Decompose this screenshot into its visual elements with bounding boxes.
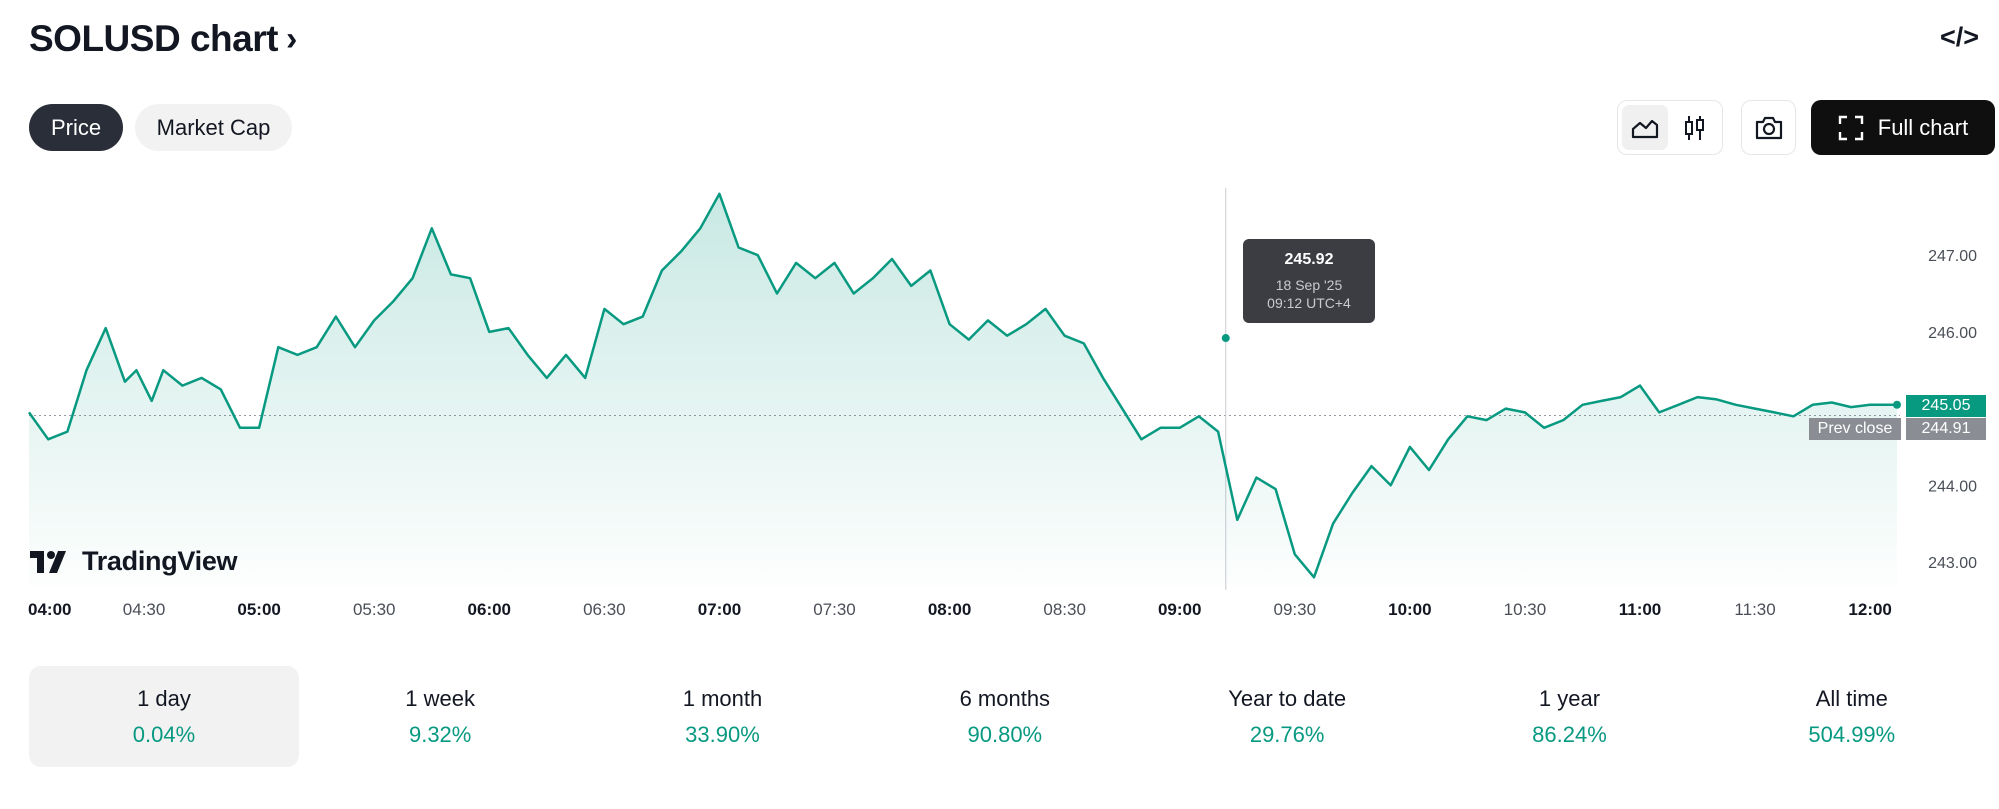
x-tick-label: 11:00 [1619, 600, 1662, 619]
period-change: 29.76% [1249, 721, 1325, 747]
period-tab-1-year[interactable]: 1 year 86.24% [1428, 666, 1710, 767]
period-tab-1-week[interactable]: 1 week 9.32% [299, 666, 581, 767]
period-change: 33.90% [685, 721, 760, 747]
period-label: 6 months [959, 685, 1051, 711]
chart-style-switch [1617, 100, 1723, 155]
x-tick-label: 08:30 [1043, 600, 1086, 619]
area-chart-icon[interactable] [1622, 105, 1668, 150]
period-change: 504.99% [1808, 721, 1896, 747]
period-label: Year to date [1228, 685, 1347, 711]
x-tick-label: 06:00 [468, 600, 511, 619]
crosshair-dot [1221, 334, 1230, 343]
x-tick-label: 04:00 [28, 600, 71, 619]
period-tab-1-day[interactable]: 1 day 0.04% [29, 666, 299, 767]
y-tick-label: 243.00 [1928, 555, 1977, 572]
x-tick-label: 12:00 [1848, 600, 1891, 619]
x-tick-label: 11:30 [1734, 600, 1775, 619]
period-change: 9.32% [408, 721, 472, 747]
period-change: 86.24% [1532, 721, 1607, 747]
x-tick-label: 09:30 [1274, 600, 1317, 619]
price-toggle[interactable]: Price [29, 104, 123, 151]
x-axis: 04:00 04:30 05:00 05:30 06:00 06:30 07:00 07:30… [28, 600, 1892, 619]
x-tick-label: 07:30 [813, 600, 856, 619]
tooltip-date: 18 Sep '25 [1275, 277, 1343, 293]
y-tick-label: 244.00 [1928, 478, 1977, 495]
x-tick-label: 08:00 [928, 600, 971, 619]
period-label: All time [1815, 685, 1888, 711]
price-area-fill [29, 193, 1897, 586]
chevron-right-icon: › [285, 19, 297, 58]
x-tick-label: 09:00 [1158, 600, 1201, 619]
period-change: 0.04% [132, 721, 196, 747]
tooltip-value: 245.92 [1284, 251, 1334, 268]
period-label: 1 year [1538, 685, 1601, 711]
candlestick-icon[interactable] [1672, 105, 1718, 150]
full-chart-label: Full chart [1877, 114, 1969, 140]
y-tick-label: 247.00 [1928, 248, 1977, 265]
period-label: 1 week [405, 685, 476, 711]
x-tick-label: 05:30 [353, 600, 396, 619]
full-chart-button[interactable]: Full chart [1811, 100, 1995, 155]
camera-icon[interactable] [1741, 100, 1796, 155]
last-price-dot [1893, 400, 1901, 409]
period-tab-1-month[interactable]: 1 month 33.90% [581, 666, 863, 767]
prev-close-tag: 244.91 [1906, 418, 1986, 440]
period-tabs: 1 day 0.04% 1 week 9.32% 1 month 33.90% … [29, 666, 1993, 767]
tooltip-time: 09:12 UTC+4 [1267, 295, 1351, 311]
x-tick-label: 05:00 [237, 600, 280, 619]
price-series-line [27, 192, 1897, 579]
chart-title-link[interactable]: SOLUSD chart › [29, 18, 297, 60]
market-cap-toggle[interactable]: Market Cap [135, 104, 292, 151]
crosshair-tooltip: 245.92 18 Sep '25 09:12 UTC+4 [1243, 239, 1375, 323]
logo-text: TradingView [82, 546, 238, 576]
fullscreen-icon [1838, 115, 1863, 140]
code-icon[interactable]: </> [1939, 22, 1979, 52]
x-tick-label: 10:00 [1388, 600, 1431, 619]
period-change: 90.80% [967, 721, 1043, 747]
x-tick-label: 10:30 [1504, 600, 1547, 619]
x-tick-label: 06:30 [583, 600, 626, 619]
period-tab-6-months[interactable]: 6 months 90.80% [864, 666, 1146, 767]
y-tick-label: 246.00 [1928, 325, 1977, 342]
prev-close-label: Prev close [1809, 418, 1901, 440]
period-label: 1 day [137, 685, 191, 711]
tradingview-logo-icon [30, 550, 66, 573]
x-tick-label: 04:30 [123, 600, 166, 619]
tradingview-logo: TradingView [30, 546, 238, 577]
x-tick-label: 07:00 [698, 600, 741, 619]
period-tab-all-time[interactable]: All time 504.99% [1711, 666, 1993, 767]
period-tab-year-to-date[interactable]: Year to date 29.76% [1146, 666, 1428, 767]
last-price-tag: 245.05 [1906, 395, 1986, 417]
page-title: SOLUSD chart [29, 18, 278, 59]
period-label: 1 month [682, 685, 763, 711]
